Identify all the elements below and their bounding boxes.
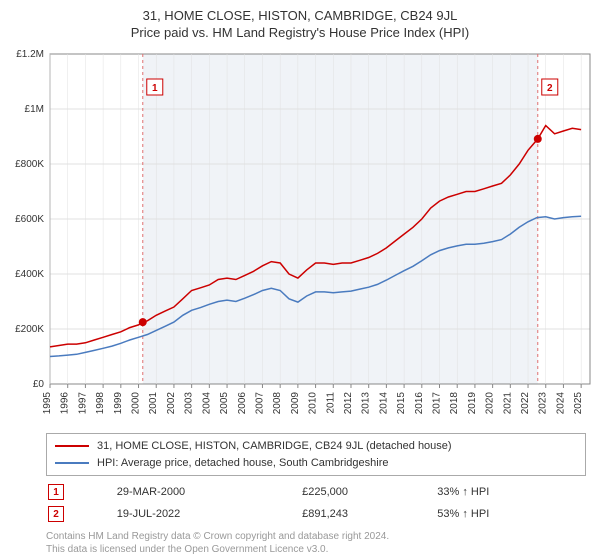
x-tick-label: 2007 [254, 392, 265, 415]
x-tick-label: 2010 [308, 392, 319, 415]
legend-swatch [55, 462, 89, 464]
legend-swatch [55, 445, 89, 447]
marker-badge: 2 [547, 83, 553, 94]
y-tick-label: £400K [15, 269, 44, 280]
legend-item: 31, HOME CLOSE, HISTON, CAMBRIDGE, CB24 … [55, 438, 577, 455]
x-tick-label: 2025 [573, 392, 584, 415]
x-tick-label: 2018 [449, 392, 460, 415]
sales-table: 1 29-MAR-2000£225,00033% ↑ HPI 2 19-JUL-202… [46, 480, 586, 526]
sale-price: £891,243 [302, 504, 435, 524]
x-tick-label: 2014 [378, 392, 389, 415]
legend-label: 31, HOME CLOSE, HISTON, CAMBRIDGE, CB24 … [97, 438, 452, 455]
x-tick-label: 2012 [343, 392, 354, 415]
chart-title: 31, HOME CLOSE, HISTON, CAMBRIDGE, CB24 … [6, 8, 594, 23]
chart-area: £0 £200K £400K £600K £800K £1M £1.2M 1995 1996 19… [6, 46, 594, 429]
x-tick-label: 2023 [538, 392, 549, 415]
x-tick-label: 2022 [520, 392, 531, 415]
x-tick-label: 1996 [60, 392, 71, 415]
y-tick-label: £0 [33, 379, 45, 390]
sale-date: 29-MAR-2000 [117, 482, 300, 502]
y-tick-label: £1M [25, 104, 44, 115]
y-tick-label: £200K [15, 324, 44, 335]
sale-badge: 2 [48, 506, 64, 522]
x-tick-label: 2019 [467, 392, 478, 415]
x-tick-label: 1997 [77, 392, 88, 415]
legend-box: 31, HOME CLOSE, HISTON, CAMBRIDGE, CB24 … [46, 433, 586, 476]
sale-price: £225,000 [302, 482, 435, 502]
y-tick-label: £800K [15, 159, 44, 170]
chart-container: 31, HOME CLOSE, HISTON, CAMBRIDGE, CB24 … [0, 0, 600, 560]
x-tick-label: 2005 [219, 392, 230, 415]
sale-row: 1 29-MAR-2000£225,00033% ↑ HPI [48, 482, 584, 502]
footer-text: Contains HM Land Registry data © Crown c… [46, 530, 586, 556]
chart-svg: £0 £200K £400K £600K £800K £1M £1.2M 1995 1996 19… [6, 46, 594, 426]
x-tick-label: 2017 [432, 392, 443, 415]
x-tick-label: 2020 [485, 392, 496, 415]
legend-item: HPI: Average price, detached house, Sout… [55, 455, 577, 472]
x-tick-label: 2015 [396, 392, 407, 415]
x-tick-label: 2001 [148, 392, 159, 415]
x-tick-label: 2021 [502, 392, 513, 415]
x-tick-label: 2009 [290, 392, 301, 415]
x-tick-label: 1995 [42, 392, 53, 415]
x-tick-label: 2006 [237, 392, 248, 415]
x-tick-label: 2000 [131, 392, 142, 415]
sale-badge: 1 [48, 484, 64, 500]
sale-diff: 53% ↑ HPI [437, 504, 584, 524]
title-block: 31, HOME CLOSE, HISTON, CAMBRIDGE, CB24 … [6, 8, 594, 40]
footer-line-2: This data is licensed under the Open Gov… [46, 543, 586, 556]
marker-badge: 1 [152, 83, 158, 94]
x-tick-label: 2002 [166, 392, 177, 415]
x-tick-label: 2008 [272, 392, 283, 415]
y-tick-label: £1.2M [16, 49, 44, 60]
sale-date: 19-JUL-2022 [117, 504, 300, 524]
x-tick-label: 2004 [201, 392, 212, 415]
x-tick-label: 2011 [325, 392, 336, 414]
footer-line-1: Contains HM Land Registry data © Crown c… [46, 530, 586, 543]
chart-subtitle: Price paid vs. HM Land Registry's House … [6, 25, 594, 40]
x-tick-label: 2024 [555, 392, 566, 415]
x-tick-label: 2016 [414, 392, 425, 415]
sale-diff: 33% ↑ HPI [437, 482, 584, 502]
x-tick-label: 2003 [184, 392, 195, 415]
x-tick-label: 1998 [95, 392, 106, 415]
legend-label: HPI: Average price, detached house, Sout… [97, 455, 388, 472]
sale-row: 2 19-JUL-2022£891,24353% ↑ HPI [48, 504, 584, 524]
x-tick-label: 2013 [361, 392, 372, 415]
y-tick-label: £600K [15, 214, 44, 225]
x-tick-label: 1999 [113, 392, 124, 415]
